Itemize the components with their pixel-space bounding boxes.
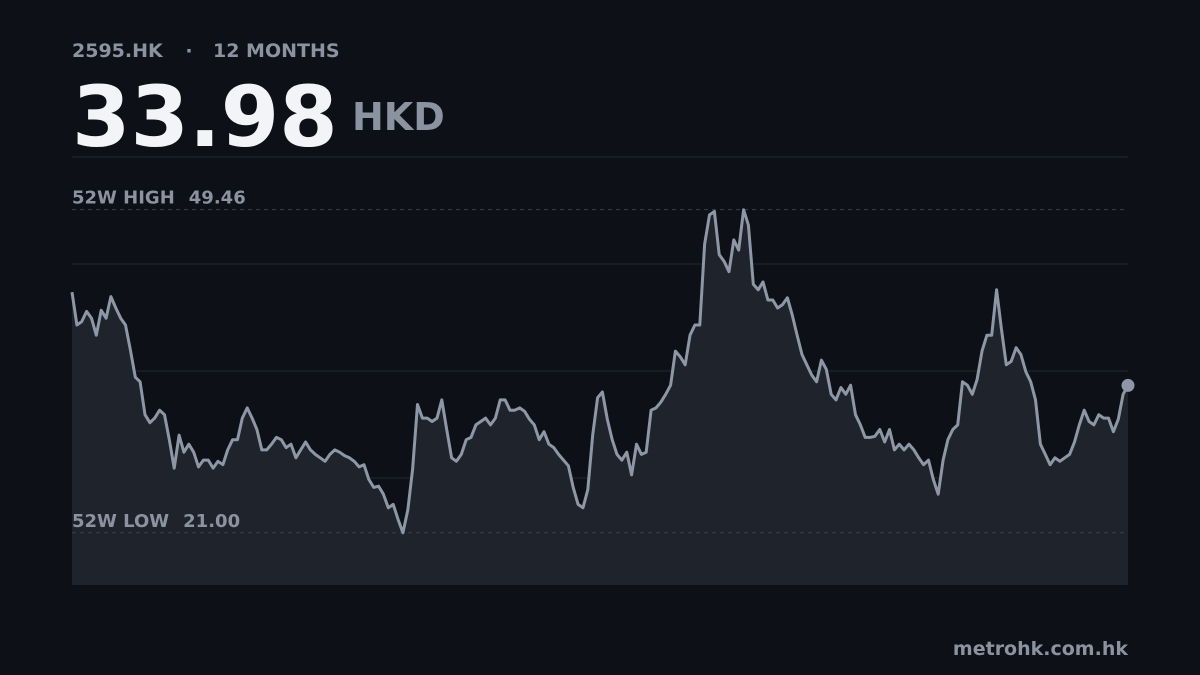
- plot-area: 52W HIGH 49.46 52W LOW 21.00: [70, 156, 1135, 585]
- source: metrohk.com.hk: [953, 638, 1128, 660]
- period: 12 MONTHS: [213, 40, 340, 62]
- area-fill: [72, 209, 1128, 585]
- separator: ·: [185, 40, 192, 62]
- ticker: 2595.HK: [72, 40, 164, 62]
- reference-label: 52W LOW: [72, 511, 169, 532]
- price: 33.98: [72, 68, 338, 166]
- reference-value: 49.46: [189, 188, 246, 209]
- price-line: [70, 208, 1130, 535]
- currency: HKD: [352, 95, 445, 139]
- reference-value: 21.00: [183, 511, 240, 532]
- reference-label: 52W HIGH: [72, 188, 175, 209]
- last-point: [1121, 378, 1135, 392]
